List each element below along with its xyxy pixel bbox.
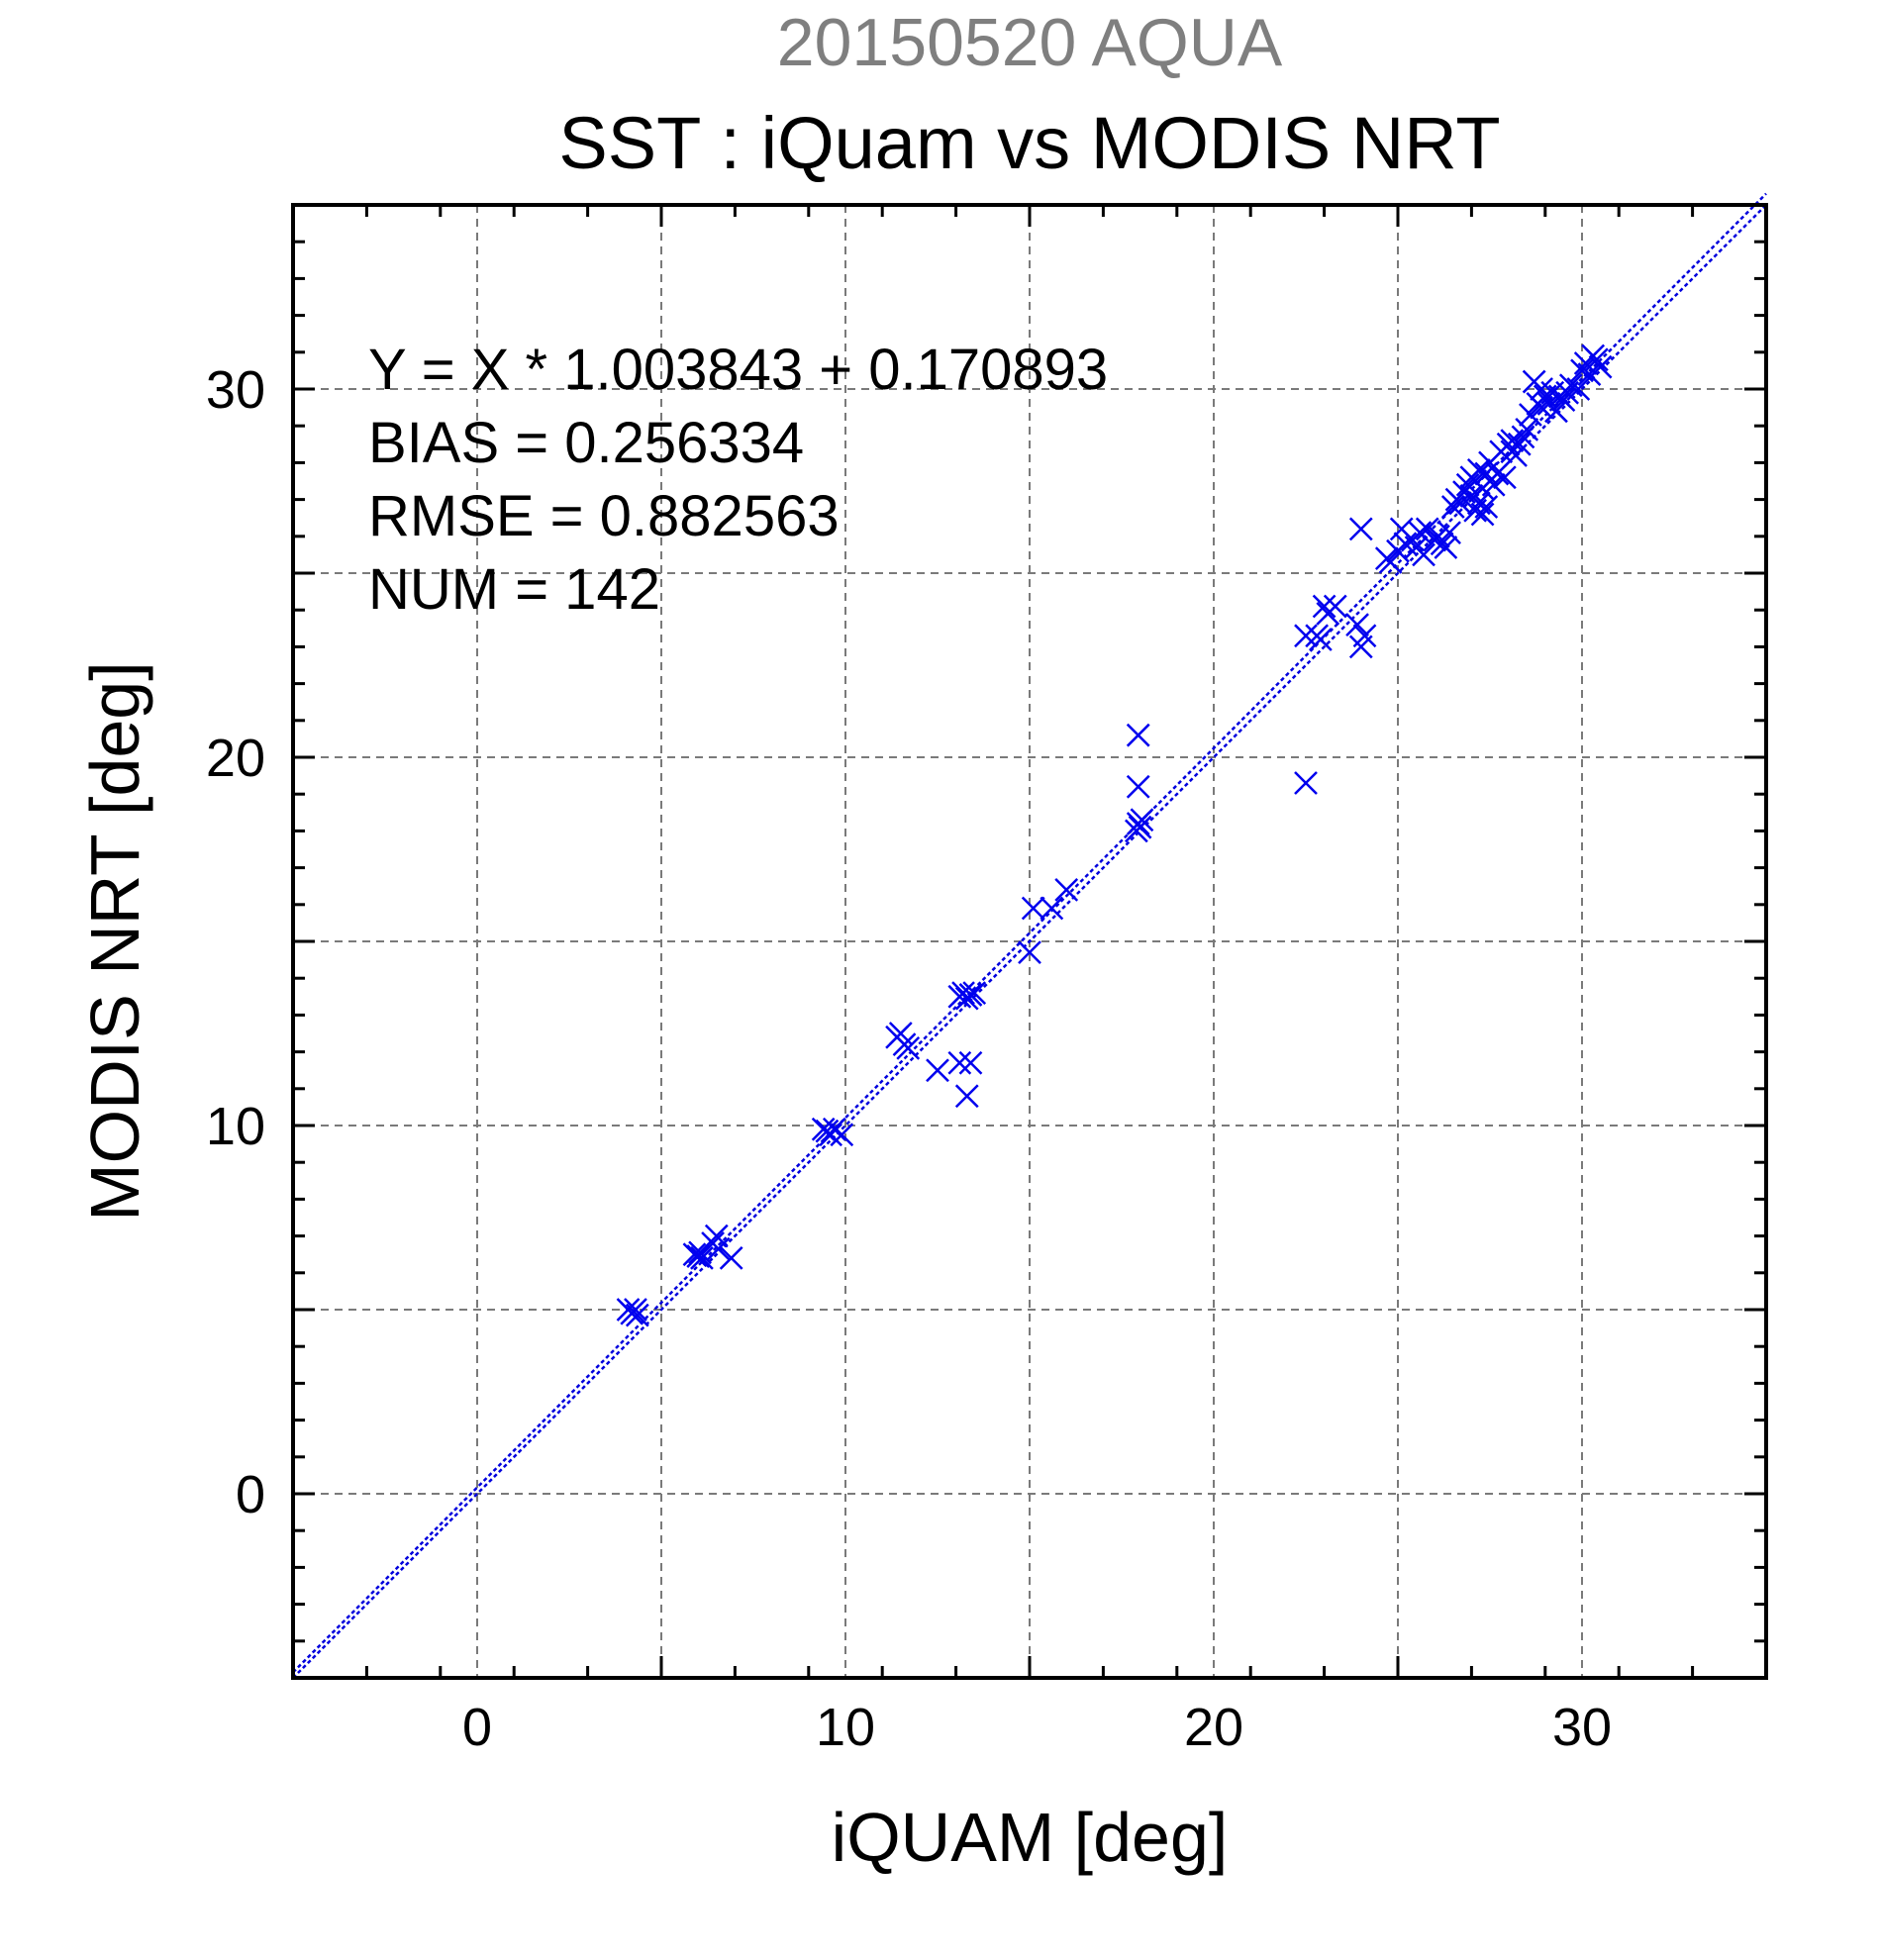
data-point xyxy=(1470,502,1495,527)
data-point xyxy=(1294,771,1318,795)
data-point xyxy=(1312,594,1336,619)
regression-line xyxy=(292,192,1767,1674)
data-point xyxy=(811,1117,836,1141)
data-point xyxy=(682,1242,707,1267)
rmse-value: RMSE = 0.882563 xyxy=(368,484,840,548)
data-point xyxy=(951,981,975,1005)
data-point xyxy=(1584,347,1609,372)
data-point xyxy=(1408,521,1433,544)
chart-title: SST : iQuam vs MODIS NRT xyxy=(558,102,1500,184)
data-point xyxy=(1577,362,1602,387)
y-tick-label: 30 xyxy=(206,360,265,420)
data-point xyxy=(625,1303,649,1327)
data-point xyxy=(1040,896,1064,921)
y-axis-title: MODIS NRT [deg] xyxy=(76,661,153,1221)
data-point xyxy=(1128,815,1152,839)
data-point xyxy=(1294,624,1318,648)
data-point xyxy=(830,1123,854,1147)
data-point xyxy=(1492,465,1517,490)
data-point xyxy=(690,1246,714,1270)
data-point xyxy=(1352,624,1377,648)
data-point xyxy=(1126,723,1150,747)
data-point xyxy=(1544,399,1568,424)
data-point xyxy=(1519,403,1542,427)
stats-box: Y = X * 1.003843 + 0.170893 BIAS = 0.256… xyxy=(368,338,1108,622)
fit-equation: Y = X * 1.003843 + 0.170893 xyxy=(368,338,1108,402)
data-point xyxy=(926,1058,949,1083)
x-tick-label: 30 xyxy=(1552,1698,1612,1757)
x-tick-label: 0 xyxy=(462,1698,492,1757)
data-point xyxy=(947,1050,972,1075)
data-point xyxy=(1566,377,1591,401)
data-point xyxy=(1018,940,1041,965)
data-point xyxy=(896,1035,921,1060)
data-point xyxy=(1588,354,1613,379)
x-axis-title: iQUAM [deg] xyxy=(832,1799,1229,1876)
data-points xyxy=(616,343,1613,1327)
data-point xyxy=(954,1084,979,1109)
data-point xyxy=(1437,521,1461,544)
x-tick-label: 10 xyxy=(816,1698,875,1757)
data-point xyxy=(958,1050,983,1075)
y-tick-label: 10 xyxy=(206,1097,265,1156)
data-point xyxy=(686,1244,711,1268)
data-point xyxy=(1551,388,1576,413)
data-point xyxy=(819,1123,843,1147)
data-point xyxy=(1308,628,1333,651)
data-point xyxy=(1021,896,1045,921)
data-point xyxy=(1474,495,1499,519)
x-tick-label: 20 xyxy=(1184,1698,1243,1757)
tick-labels: 0 10 20 30 0 10 20 30 xyxy=(206,360,1612,1757)
data-point xyxy=(706,1236,731,1261)
data-point xyxy=(962,981,987,1005)
data-point xyxy=(1054,878,1079,902)
data-point xyxy=(1570,358,1594,383)
chart-date-title: 20150520 AQUA xyxy=(777,5,1283,80)
data-point xyxy=(1130,808,1154,833)
data-point xyxy=(1126,774,1150,799)
data-point xyxy=(1345,613,1369,637)
data-point xyxy=(958,983,983,1007)
data-point xyxy=(1378,549,1403,574)
data-point xyxy=(1507,432,1532,456)
data-point xyxy=(1434,536,1458,559)
data-point xyxy=(1412,542,1436,567)
data-point xyxy=(624,1298,647,1322)
data-point xyxy=(1515,418,1539,441)
data-point xyxy=(1440,495,1465,519)
data-point xyxy=(719,1246,743,1270)
y-tick-label: 20 xyxy=(206,729,265,788)
num-value: NUM = 142 xyxy=(368,557,660,622)
plot-frame xyxy=(291,203,1768,1680)
y-tick-label: 0 xyxy=(236,1465,265,1524)
data-point xyxy=(1511,425,1535,449)
data-point xyxy=(1485,461,1510,486)
data-point xyxy=(1348,517,1373,541)
data-point xyxy=(1558,373,1583,398)
data-point xyxy=(1323,594,1347,619)
bias-value: BIAS = 0.256334 xyxy=(368,411,804,475)
